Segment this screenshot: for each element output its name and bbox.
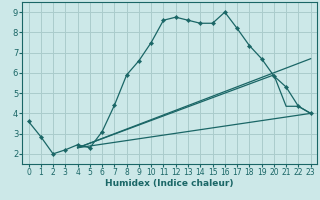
X-axis label: Humidex (Indice chaleur): Humidex (Indice chaleur): [105, 179, 234, 188]
